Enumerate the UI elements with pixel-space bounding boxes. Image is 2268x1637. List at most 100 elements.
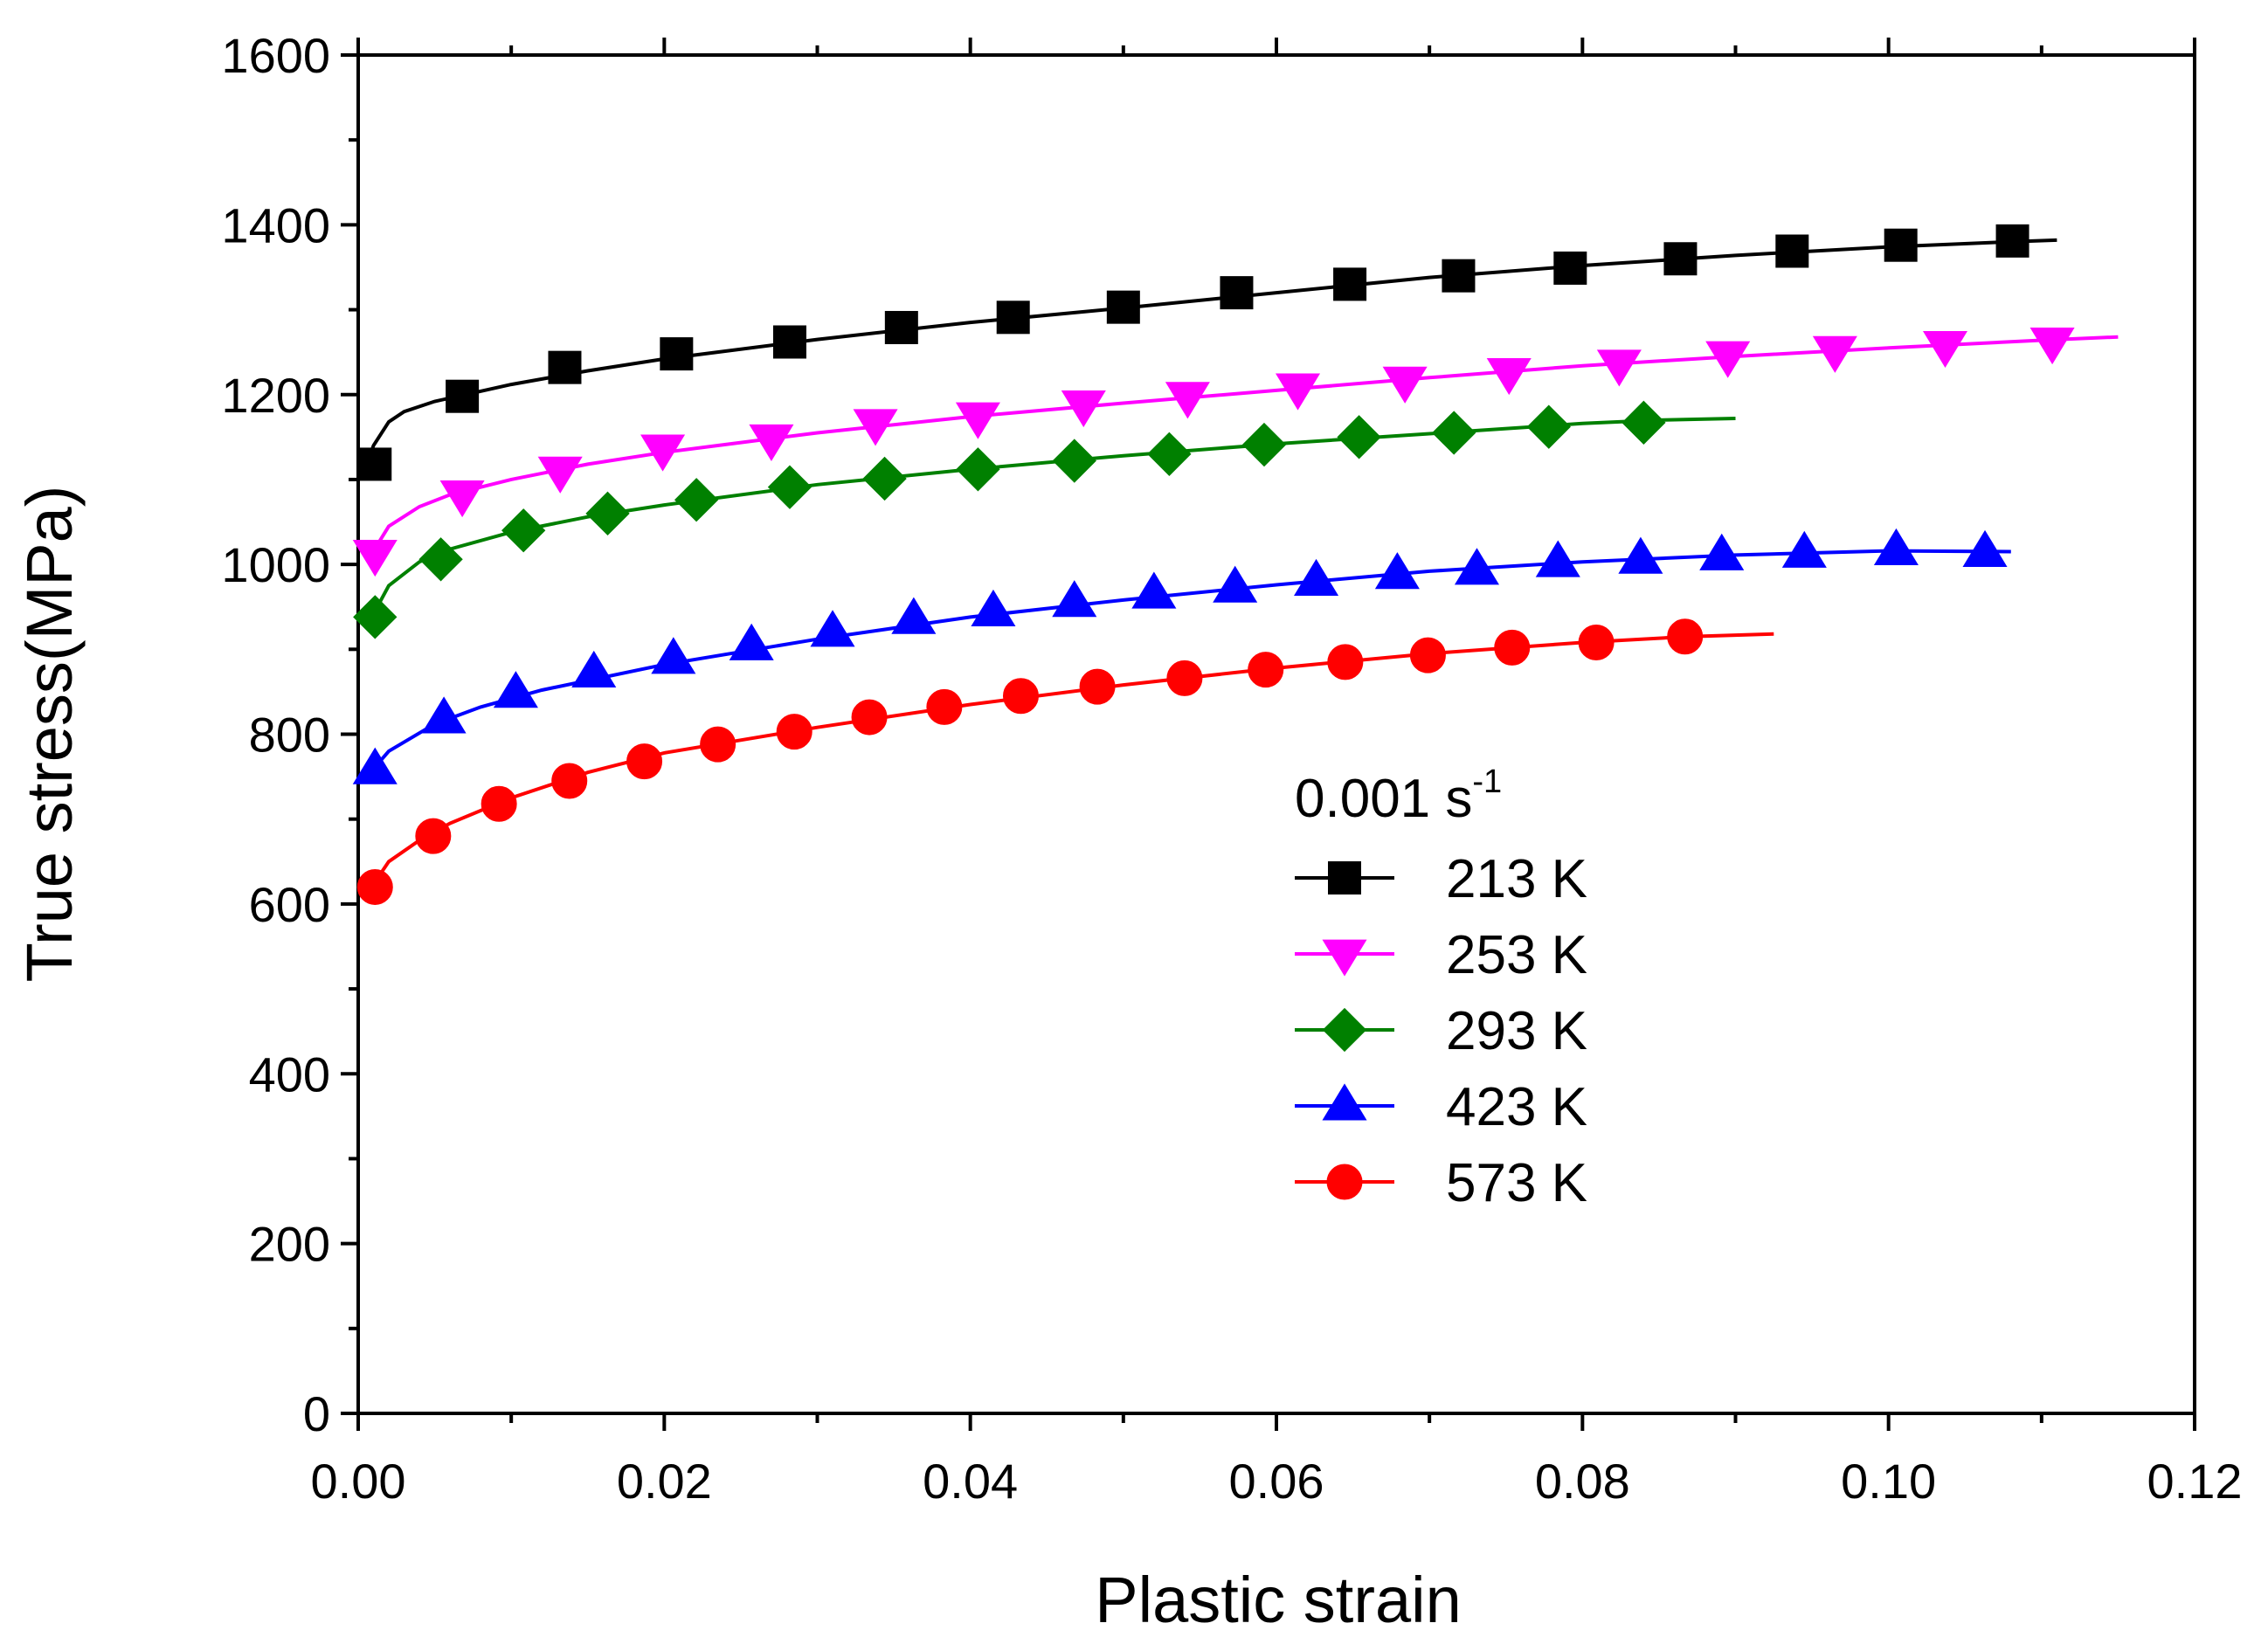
data-point	[1052, 439, 1096, 483]
data-point	[851, 699, 888, 736]
data-point	[501, 508, 546, 553]
data-point	[1166, 660, 1203, 696]
data-point	[674, 478, 719, 522]
y-tick-label: 1400	[221, 197, 330, 252]
data-point	[1052, 580, 1097, 618]
legend-label: 213 K	[1446, 849, 1587, 909]
y-tick-label: 400	[249, 1046, 330, 1102]
y-tick-label: 1000	[221, 537, 330, 592]
data-point	[1442, 259, 1476, 293]
data-point	[1535, 540, 1580, 577]
y-tick-label: 1600	[221, 28, 330, 83]
legend-marker	[1322, 939, 1367, 977]
data-point	[660, 337, 694, 371]
data-point	[1578, 625, 1615, 661]
data-point	[1663, 242, 1698, 276]
data-point	[776, 714, 812, 750]
data-point	[884, 310, 918, 344]
data-point	[551, 763, 588, 799]
series-573-k	[356, 618, 1774, 905]
legend-label: 253 K	[1446, 925, 1587, 985]
data-point	[767, 465, 812, 509]
series-213-k	[358, 224, 2057, 481]
data-point	[651, 637, 696, 674]
data-point	[1248, 652, 1284, 688]
series-layer	[352, 224, 2119, 905]
data-point	[956, 447, 1000, 492]
data-point	[749, 424, 794, 461]
data-point	[1165, 382, 1210, 419]
data-point	[352, 747, 398, 784]
data-point	[772, 325, 806, 359]
data-point	[926, 688, 963, 725]
data-point	[1526, 404, 1571, 449]
data-point	[421, 696, 467, 734]
data-point	[571, 650, 617, 687]
data-point	[640, 434, 686, 472]
legend-item: 573 K	[1295, 1153, 1587, 1213]
data-point	[862, 456, 907, 501]
data-point	[1220, 276, 1254, 310]
series-253-k	[352, 328, 2119, 577]
y-tick-label: 800	[249, 708, 330, 763]
legend-marker	[1322, 1007, 1367, 1053]
data-point	[1621, 400, 1666, 445]
legend-title-superscript: -1	[1472, 763, 1502, 800]
data-point	[810, 610, 855, 647]
data-point	[548, 350, 582, 384]
data-point	[1775, 234, 1809, 268]
data-point	[493, 671, 538, 708]
data-point	[1705, 341, 1751, 378]
data-point	[1553, 251, 1587, 285]
legend-item: 213 K	[1295, 849, 1587, 909]
data-point	[537, 456, 583, 494]
x-tick-label: 0.12	[2147, 1454, 2243, 1509]
plot-frame	[356, 53, 2196, 1415]
data-point	[1812, 335, 1857, 373]
data-point	[971, 589, 1016, 626]
data-point	[1486, 358, 1532, 396]
data-point	[700, 726, 736, 763]
x-tick-label: 0.04	[923, 1454, 1018, 1509]
data-point	[1432, 411, 1476, 455]
legend-label: 573 K	[1446, 1153, 1587, 1213]
series-line	[363, 238, 2057, 468]
data-point	[1275, 373, 1321, 411]
x-tick-label: 0.06	[1229, 1454, 1324, 1509]
data-point	[1106, 290, 1140, 324]
data-point	[353, 595, 398, 639]
legend-label: 423 K	[1446, 1077, 1587, 1137]
data-point	[1409, 637, 1446, 673]
data-point	[1374, 552, 1420, 590]
data-point	[418, 537, 463, 582]
data-point	[1699, 533, 1745, 570]
data-point	[415, 818, 452, 854]
legend-marker	[1326, 1164, 1363, 1200]
data-point	[626, 743, 663, 780]
data-point	[1061, 390, 1106, 428]
series-293-k	[353, 400, 1736, 639]
data-point	[1995, 224, 2029, 258]
legend-title: 0.001 s-1	[1295, 763, 1502, 829]
x-axis-label: Plastic strain	[1095, 1564, 1461, 1636]
data-point	[1667, 618, 1704, 655]
data-point	[585, 491, 630, 535]
data-point	[1294, 558, 1339, 596]
data-point	[1454, 548, 1499, 585]
data-point	[1382, 366, 1428, 404]
legend-item: 423 K	[1295, 1077, 1587, 1137]
data-point	[439, 480, 485, 518]
data-point	[729, 623, 774, 660]
legend-marker	[1328, 861, 1361, 894]
data-point	[1333, 267, 1367, 301]
data-point	[481, 785, 517, 822]
y-tick-label: 1200	[221, 368, 330, 423]
data-point	[352, 540, 398, 577]
data-point	[955, 402, 1000, 439]
data-point	[1873, 528, 1919, 566]
data-point	[356, 868, 393, 905]
data-point	[2029, 328, 2075, 365]
data-point	[1884, 228, 1918, 262]
legend-marker	[1322, 1083, 1367, 1121]
